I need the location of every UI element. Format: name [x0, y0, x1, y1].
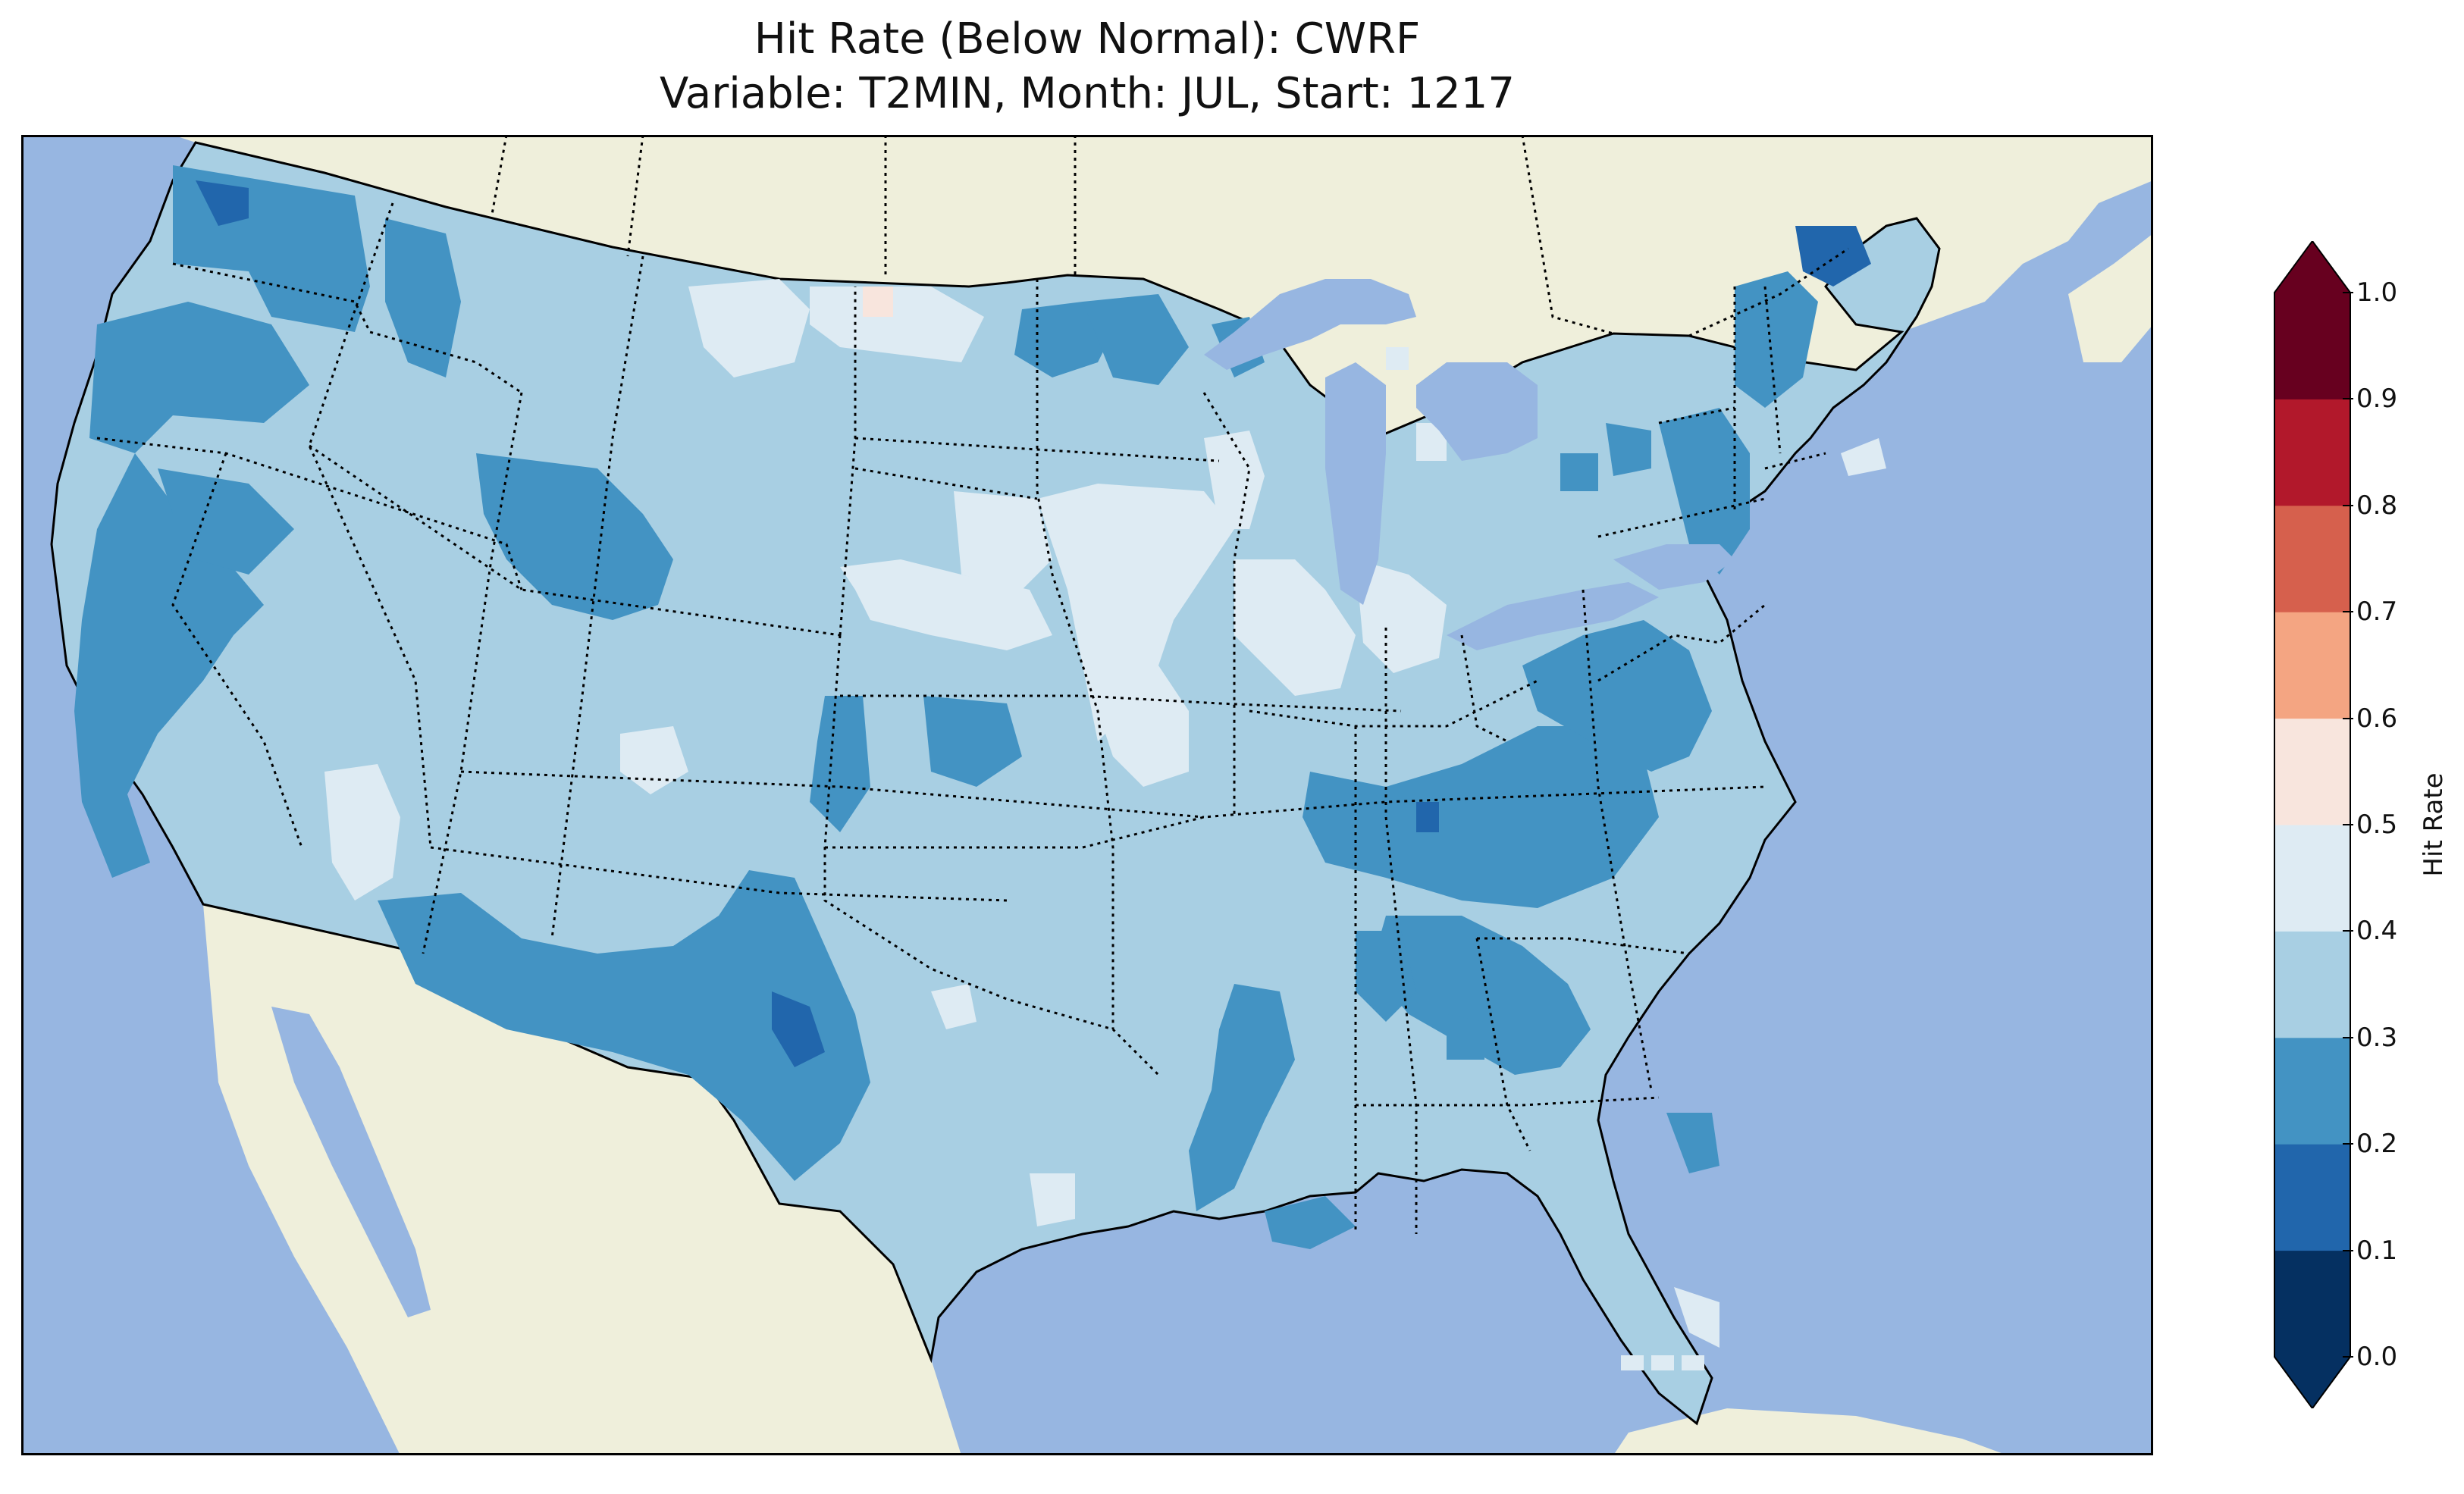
colorbar-tick-mark	[2343, 1249, 2353, 1251]
state-borders	[96, 202, 1826, 1234]
colorbar-tick-label: 0.3	[2356, 1022, 2398, 1053]
hit-rate-0.5-0.6	[863, 287, 893, 317]
colorbar-tick-label: 0.4	[2356, 916, 2398, 947]
hit-rate-0.2-0.3	[74, 165, 1818, 1249]
colorbar-tick-label: 0.2	[2356, 1129, 2398, 1160]
cuba-land	[1613, 1408, 2008, 1455]
colorbar-tick-label: 0.5	[2356, 810, 2398, 840]
colorbar-tick-mark	[2343, 1036, 2353, 1038]
colorbar-tick-mark	[2343, 398, 2353, 400]
colorbar-tick-label: 0.9	[2356, 384, 2398, 415]
colorbar-tick-label: 0.6	[2356, 703, 2398, 734]
colorbar-tick-label: 0.8	[2356, 490, 2398, 521]
colorbar-tick-mark	[2343, 824, 2353, 825]
colorbar-tick-mark	[2343, 504, 2353, 506]
colorbar-segment	[2274, 505, 2350, 612]
map-frame	[21, 135, 2153, 1455]
colorbar-segment	[2274, 612, 2350, 719]
colorbar-segment	[2274, 718, 2350, 825]
colorbar-tick-mark	[2343, 611, 2353, 613]
colorbar-tick-mark	[2343, 1143, 2353, 1145]
hit-rate-0.1-0.2	[196, 180, 1871, 1067]
colorbar-tick-label: 0.1	[2356, 1235, 2398, 1266]
colorbar-tick-mark	[2343, 292, 2353, 293]
colorbar-tick-label: 0.7	[2356, 597, 2398, 628]
colorbar-segments	[2274, 293, 2350, 1358]
colorbar-segment	[2274, 1250, 2350, 1358]
chart-title: Hit Rate (Below Normal): CWRF	[754, 14, 1421, 64]
colorbar-segment	[2274, 399, 2350, 506]
colorbar-extend-bottom	[2274, 1357, 2350, 1408]
hit-rate-0.4-0.5	[324, 279, 1886, 1370]
colorbar-segment	[2274, 825, 2350, 932]
chart-subtitle: Variable: T2MIN, Month: JUL, Start: 1217	[659, 69, 1516, 118]
colorbar-label: Hit Rate	[2419, 772, 2449, 877]
great-lakes	[1204, 279, 1735, 650]
mexico-land	[203, 904, 961, 1455]
colorbar-segment	[2274, 293, 2350, 399]
colorbar	[2274, 241, 2351, 1408]
colorbar-segment	[2274, 931, 2350, 1038]
colorbar-tick-mark	[2343, 930, 2353, 932]
colorbar-tick-mark	[2343, 717, 2353, 719]
colorbar-segment	[2274, 1037, 2350, 1145]
colorbar-tick-label: 0.0	[2356, 1342, 2398, 1372]
country-borders	[490, 135, 1849, 337]
colorbar-segment	[2274, 1144, 2350, 1251]
colorbar-extend-top	[2274, 241, 2350, 293]
gulf-of-california	[271, 1007, 431, 1317]
colorbar-tick-mark	[2343, 1356, 2353, 1358]
nova-scotia-land	[2068, 233, 2153, 362]
us-hit-rate-map	[21, 135, 2153, 1455]
colorbar-tick-label: 1.0	[2356, 277, 2398, 308]
